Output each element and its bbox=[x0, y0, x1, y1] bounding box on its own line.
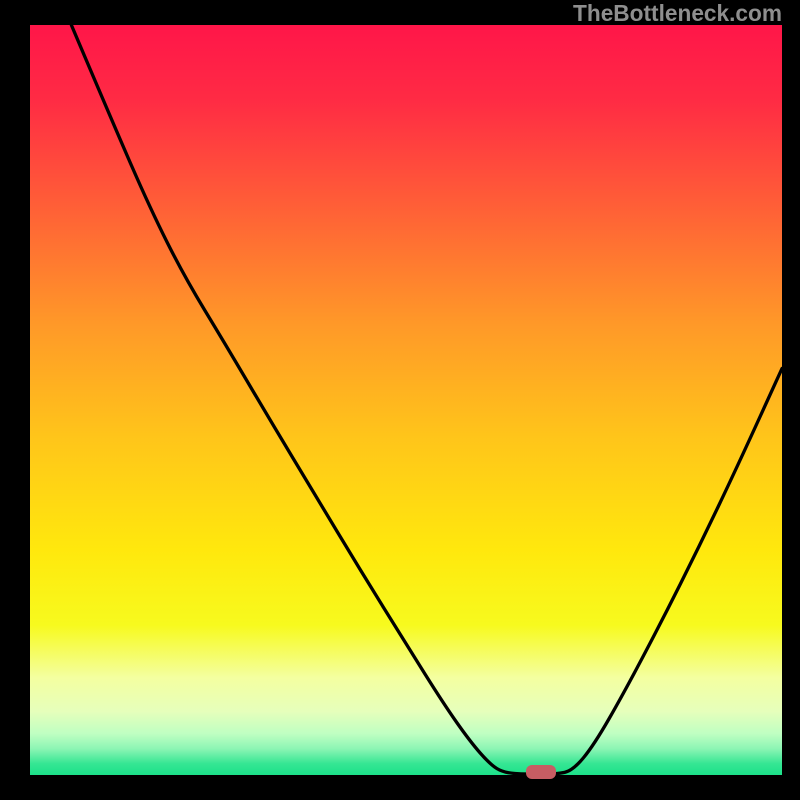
watermark-text: TheBottleneck.com bbox=[573, 0, 782, 27]
optimal-marker bbox=[526, 765, 556, 779]
chart-plot-area bbox=[30, 25, 782, 775]
bottleneck-curve bbox=[30, 25, 782, 775]
